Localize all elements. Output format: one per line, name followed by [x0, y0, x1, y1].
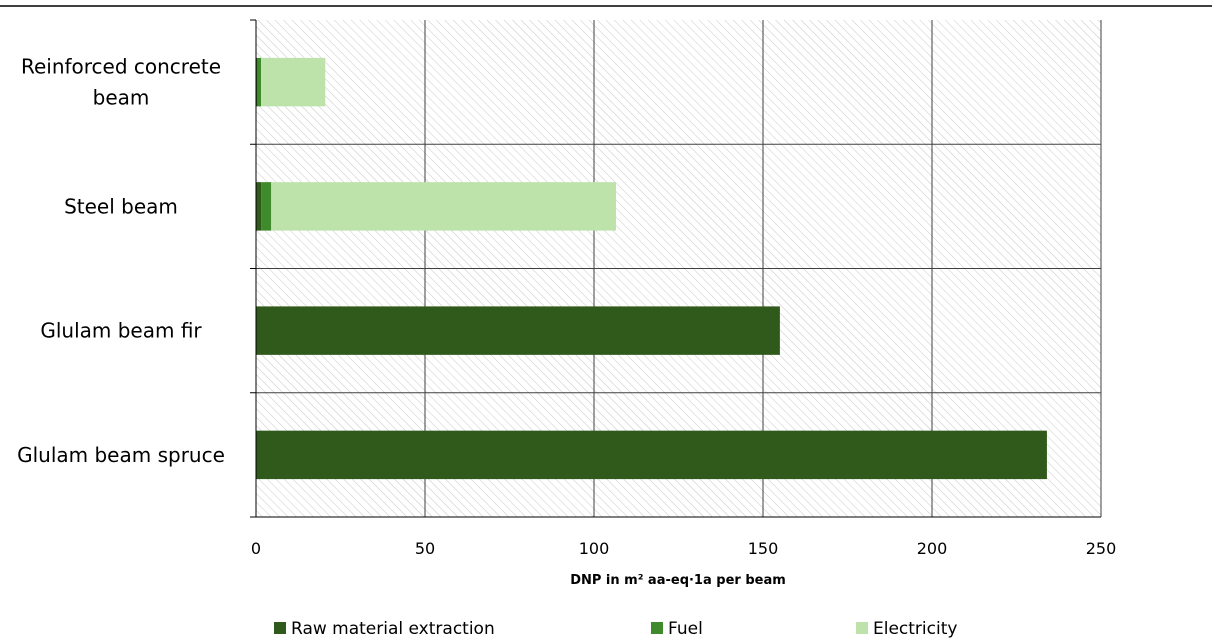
bar-segment	[256, 430, 1047, 480]
category-label: Steel beam	[64, 194, 178, 218]
legend-label: Fuel	[668, 619, 703, 639]
legend-swatch	[651, 622, 663, 634]
bars	[256, 57, 1047, 480]
x-tick-label: 250	[1086, 539, 1117, 558]
bar-segment	[261, 182, 272, 231]
bar-segment	[257, 57, 262, 107]
legend-label: Raw material extraction	[291, 619, 495, 639]
x-tick-labels: 0 50 100 150 200 250	[251, 539, 1116, 558]
category-labels: Reinforced concrete beam Steel beam Glulam …	[17, 55, 225, 467]
category-label: Reinforced concrete beam	[21, 55, 221, 110]
axes	[250, 19, 1101, 518]
bar-segment	[256, 182, 262, 231]
category-label: Glulam beam fir	[40, 319, 202, 343]
category-label: Glulam beam spruce	[17, 443, 225, 467]
bar-segment	[271, 182, 616, 231]
x-tick-label: 50	[415, 539, 435, 558]
x-tick-label: 150	[748, 539, 779, 558]
x-axis-title: DNP in m² aa-eq·1a per beam	[570, 573, 786, 588]
bar-segment	[261, 57, 326, 107]
legend-label: Electricity	[873, 619, 957, 639]
x-tick-label: 100	[579, 539, 610, 558]
bar-segment	[256, 306, 780, 355]
bar-segment	[256, 57, 258, 107]
x-tick-label: 0	[251, 539, 261, 558]
legend: Raw material extraction Fuel Electricity	[274, 619, 957, 639]
grid-lines	[256, 20, 1102, 517]
legend-swatch	[274, 622, 286, 634]
legend-swatch	[856, 622, 868, 634]
x-tick-label: 200	[917, 539, 948, 558]
